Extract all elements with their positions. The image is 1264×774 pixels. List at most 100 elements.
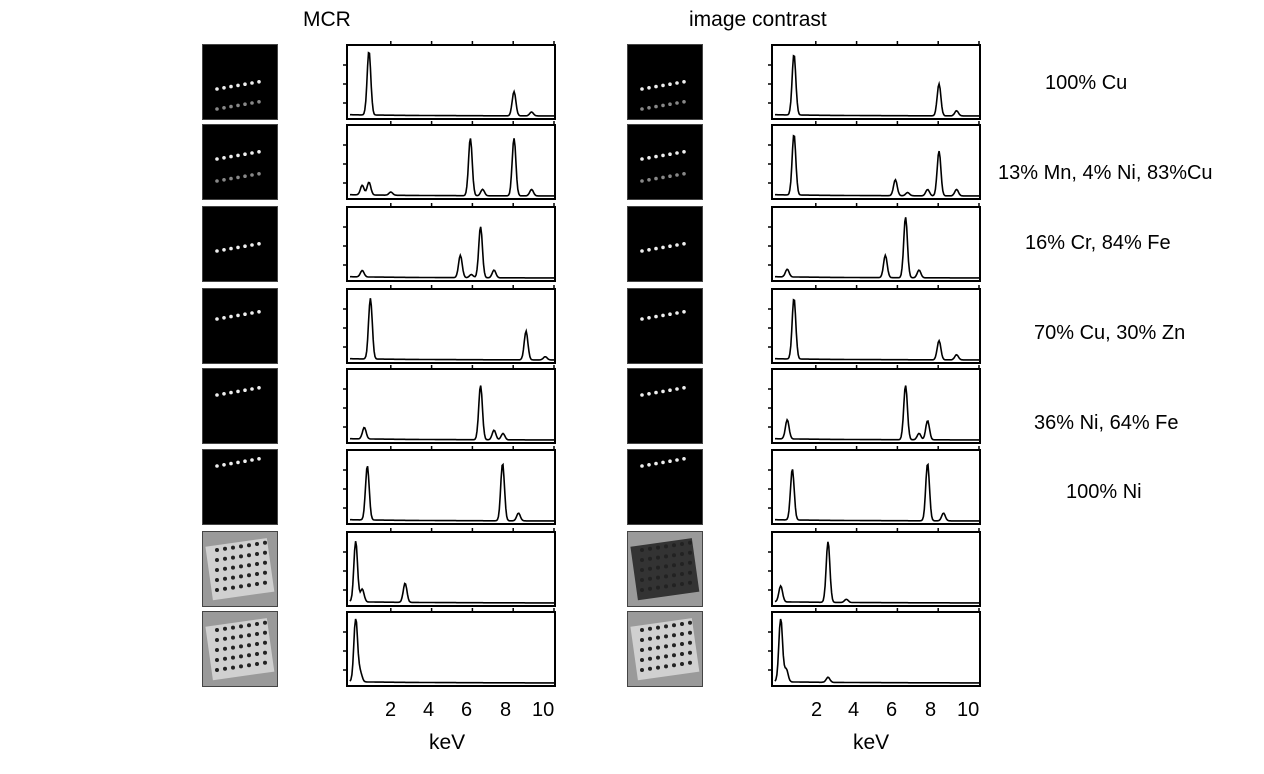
spectrum-panel [343, 41, 556, 120]
micrograph-dots [640, 457, 686, 468]
micrograph-dots [640, 310, 686, 321]
spectrum-series [350, 138, 554, 197]
composition-label: 100% Cu [1045, 72, 1128, 94]
x-tick-label-right-6: 6 [886, 699, 898, 721]
micrograph-dots [205, 618, 275, 681]
spectrum-series [350, 385, 554, 441]
micrograph-dots [640, 80, 686, 111]
micrograph-dots [215, 242, 261, 253]
micrograph-thumbnail [202, 611, 278, 687]
spectrum-plot [343, 528, 555, 604]
micrograph-dots [640, 242, 686, 253]
micrograph-thumbnail [202, 124, 278, 200]
x-tick-label-right-2: 2 [811, 699, 823, 721]
composition-label: 100% Ni [1066, 481, 1142, 503]
spectrum-panel [768, 608, 981, 687]
x-axis-label-right: keV [853, 731, 890, 754]
spectrum-panel [343, 365, 556, 444]
spectrum-series [775, 462, 979, 522]
micrograph-thumbnail [627, 449, 703, 525]
x-tick-label-right-8: 8 [925, 699, 937, 721]
spectrum-series [775, 385, 979, 441]
spectrum-panel [768, 41, 981, 120]
spectrum-series [774, 541, 979, 604]
spectrum-plot [343, 121, 555, 197]
composition-label: 13% Mn, 4% Ni, 83%Cu [998, 162, 1213, 184]
micrograph-thumbnail [627, 531, 703, 607]
micrograph-dots [205, 538, 275, 601]
micrograph-dots [630, 618, 700, 681]
spectrum-panel [343, 446, 556, 525]
micrograph-thumbnail [627, 124, 703, 200]
micrograph-thumbnail [202, 288, 278, 364]
spectrum-panel [768, 203, 981, 282]
micrograph-thumbnail [202, 206, 278, 282]
micrograph-thumbnail [627, 288, 703, 364]
spectrum-plot [768, 528, 980, 604]
spectrum-plot [343, 446, 555, 522]
micrograph-dots [630, 538, 700, 601]
spectrum-plot [768, 446, 980, 522]
micrograph-dots [215, 457, 261, 468]
spectrum-plot [768, 285, 980, 361]
spectrum-plot [343, 41, 555, 117]
spectrum-series [350, 226, 554, 279]
x-tick-label-left-2: 2 [385, 699, 397, 721]
spectrum-plot [343, 203, 555, 279]
spectrum-panel [768, 446, 981, 525]
micrograph-thumbnail [202, 44, 278, 120]
spectrum-panel [768, 528, 981, 607]
spectrum-plot [768, 608, 980, 684]
composition-label: 70% Cu, 30% Zn [1034, 322, 1186, 344]
spectrum-series [350, 462, 554, 522]
spectrum-panel [343, 608, 556, 687]
spectrum-plot [768, 203, 980, 279]
spectrum-plot [768, 121, 980, 197]
micrograph-thumbnail [202, 368, 278, 444]
spectrum-plot [343, 365, 555, 441]
micrograph-dots [215, 386, 261, 397]
spectrum-plot [343, 608, 555, 684]
micrograph-dots [640, 150, 686, 183]
spectrum-series [350, 51, 554, 117]
spectrum-series [349, 618, 554, 684]
x-tick-label-left-8: 8 [500, 699, 512, 721]
micrograph-thumbnail [202, 449, 278, 525]
x-tick-label-right-10: 10 [957, 699, 980, 721]
spectrum-panel [343, 203, 556, 282]
x-axis-label-left: keV [429, 731, 466, 754]
spectrum-plot [768, 365, 980, 441]
spectrum-plot [343, 285, 555, 361]
composition-label: 36% Ni, 64% Fe [1034, 412, 1179, 434]
spectrum-panel [343, 528, 556, 607]
spectrum-panel [343, 121, 556, 200]
micrograph-thumbnail [627, 368, 703, 444]
micrograph-thumbnail [627, 206, 703, 282]
spectrum-panel [768, 285, 981, 364]
micrograph-thumbnail [627, 611, 703, 687]
composition-label: 16% Cr, 84% Fe [1025, 232, 1171, 254]
spectrum-series [775, 134, 979, 197]
spectrum-series [775, 217, 979, 279]
image-contrast-title: image contrast [689, 8, 827, 31]
micrograph-thumbnail [202, 531, 278, 607]
spectrum-panel [768, 121, 981, 200]
spectrum-panel [768, 365, 981, 444]
spectrum-series [774, 618, 979, 684]
x-tick-label-left-10: 10 [532, 699, 555, 721]
micrograph-dots [215, 80, 261, 111]
x-tick-label-right-4: 4 [848, 699, 860, 721]
micrograph-thumbnail [627, 44, 703, 120]
x-tick-label-left-4: 4 [423, 699, 435, 721]
spectrum-series [350, 298, 554, 361]
micrograph-dots [215, 310, 261, 321]
spectrum-plot [768, 41, 980, 117]
spectrum-series [775, 298, 979, 361]
micrograph-dots [640, 386, 686, 397]
mcr-title: MCR [303, 8, 351, 31]
micrograph-dots [215, 150, 261, 183]
x-tick-label-left-6: 6 [461, 699, 473, 721]
spectrum-series [349, 541, 554, 604]
spectrum-panel [343, 285, 556, 364]
spectrum-series [775, 54, 979, 117]
